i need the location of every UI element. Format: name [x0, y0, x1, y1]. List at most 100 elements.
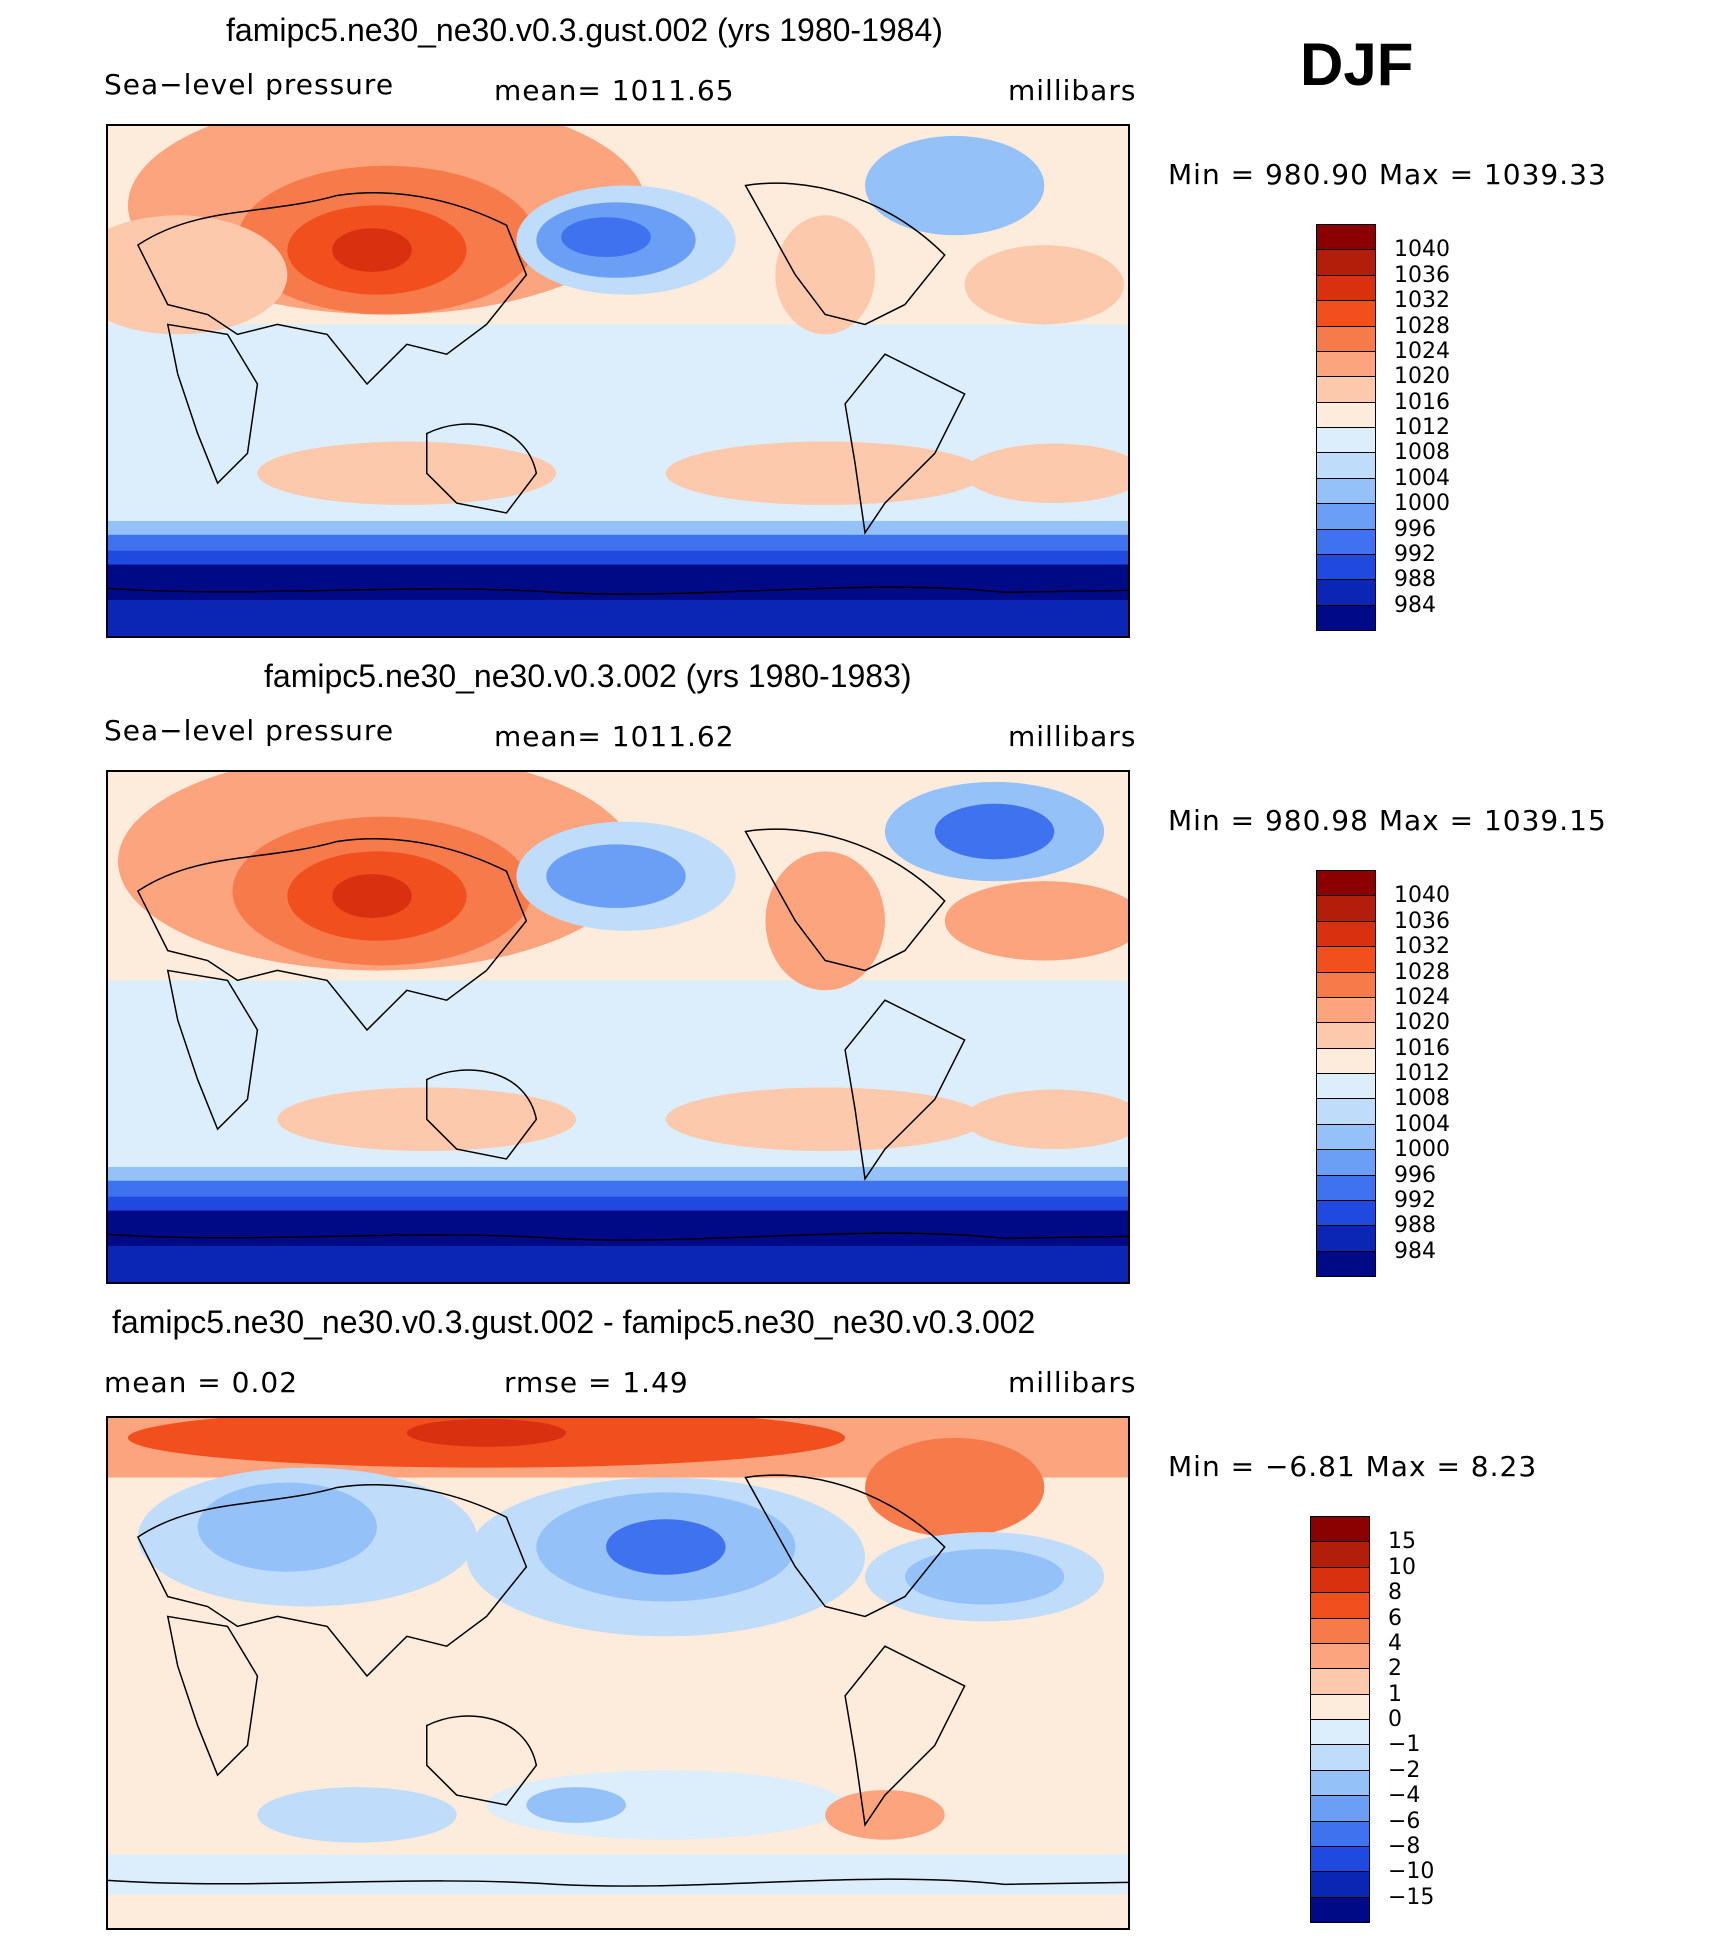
panel1-title: famipc5.ne30_ne30.v0.3.gust.002 (yrs 198…: [226, 12, 943, 48]
colorbar-label: 0: [1388, 1707, 1402, 1732]
colorbar-segment: [1316, 1199, 1376, 1226]
colorbar-1: 1040 1036 1032 1028 1024 1020 1016 1012 1008 1004…: [1316, 224, 1456, 631]
colorbar-label: 1036: [1394, 908, 1450, 934]
colorbar-segment: [1316, 224, 1376, 250]
colorbar-label: 984: [1394, 1238, 1436, 1264]
colorbar-label: 4: [1388, 1630, 1402, 1656]
colorbar-label: 6: [1388, 1605, 1402, 1631]
colorbar-segment: [1316, 325, 1376, 352]
colorbar-segment: [1316, 350, 1376, 377]
colorbar-segment: [1310, 1820, 1370, 1847]
colorbar-label: 1004: [1394, 465, 1450, 491]
colorbar-segment: [1316, 553, 1376, 580]
colorbar-label: 1020: [1394, 364, 1450, 390]
colorbar-label: −4: [1388, 1783, 1421, 1809]
panel1-mean: mean= 1011.65: [494, 74, 735, 107]
colorbar-label: 1012: [1394, 1061, 1450, 1086]
colorbar-label: 15: [1388, 1529, 1416, 1555]
colorbar-segment: [1310, 1566, 1370, 1593]
colorbar-segment: [1316, 477, 1376, 504]
colorbar-label: −6: [1388, 1808, 1421, 1834]
colorbar-segment: [1310, 1592, 1370, 1618]
panel2-variable: Sea−level pressure: [104, 714, 395, 747]
panel2-contour-map: [108, 772, 1128, 1282]
panel1-variable: Sea−level pressure: [104, 68, 395, 101]
colorbar-segment: [1310, 1769, 1370, 1796]
panel1-minmax: Min = 980.90 Max = 1039.33: [1168, 158, 1607, 191]
panel3-map: [106, 1416, 1130, 1930]
colorbar-segment: [1310, 1845, 1370, 1872]
panel1-map: [106, 124, 1130, 638]
colorbar-segment: [1316, 376, 1376, 403]
colorbar-label: 1032: [1394, 934, 1450, 960]
colorbar-label: 1024: [1394, 338, 1450, 364]
colorbar-segment: [1316, 604, 1376, 631]
colorbar-segment: [1310, 1642, 1370, 1669]
colorbar-label: 1024: [1394, 984, 1450, 1010]
colorbar-label: 1028: [1394, 313, 1450, 339]
colorbar-segment: [1316, 996, 1376, 1023]
colorbar-label: −15: [1388, 1884, 1435, 1910]
colorbar-label: 992: [1394, 1187, 1436, 1213]
colorbar-label: 1016: [1394, 1035, 1450, 1061]
panel3-minmax: Min = −6.81 Max = 8.23: [1168, 1450, 1538, 1483]
colorbar-segment: [1310, 1795, 1370, 1821]
colorbar-3: 15 10 8 6 4 2 1 0 −1 −2 −4 −6 −8 −10 −15: [1310, 1516, 1450, 1923]
colorbar-segment: [1316, 971, 1376, 998]
colorbar-segment: [1316, 274, 1376, 301]
colorbar-label: 1000: [1394, 491, 1450, 517]
colorbar-segment: [1316, 528, 1376, 555]
colorbar-segment: [1316, 452, 1376, 479]
colorbar-segment: [1310, 1871, 1370, 1898]
colorbar-segment: [1316, 870, 1376, 896]
colorbar-segment: [1316, 579, 1376, 606]
colorbar-label: 1008: [1394, 1086, 1450, 1112]
colorbar-label: −1: [1388, 1732, 1421, 1758]
panel2-minmax: Min = 980.98 Max = 1039.15: [1168, 804, 1607, 837]
colorbar-segment: [1316, 1225, 1376, 1252]
colorbar-label: 1040: [1394, 237, 1450, 263]
colorbar-segment: [1316, 1149, 1376, 1175]
colorbar-label: 2: [1388, 1656, 1402, 1682]
panel3-contour-map: [108, 1418, 1128, 1928]
colorbar-2: 1040 1036 1032 1028 1024 1020 1016 1012 1008 1004…: [1316, 870, 1456, 1277]
colorbar-segment: [1310, 1744, 1370, 1771]
colorbar-label: 1012: [1394, 415, 1450, 440]
colorbar-label: 984: [1394, 592, 1436, 618]
colorbar-segment: [1316, 1073, 1376, 1099]
colorbar-segment: [1316, 1123, 1376, 1150]
colorbar-label: 988: [1394, 567, 1436, 593]
colorbar-label: 1008: [1394, 440, 1450, 466]
colorbar-label: 996: [1394, 516, 1436, 542]
colorbar-segment: [1316, 249, 1376, 276]
colorbar-label: 1020: [1394, 1010, 1450, 1036]
colorbar-label: 8: [1388, 1580, 1402, 1606]
colorbar-label: 1016: [1394, 389, 1450, 415]
panel1-units: millibars: [1008, 74, 1137, 107]
colorbar-segment: [1316, 1250, 1376, 1277]
colorbar-label: 1036: [1394, 262, 1450, 288]
panel3-rmse: rmse = 1.49: [504, 1366, 689, 1399]
colorbar-segment: [1310, 1516, 1370, 1542]
colorbar-segment: [1316, 920, 1376, 947]
colorbar-segment: [1310, 1896, 1370, 1923]
colorbar-segment: [1316, 1047, 1376, 1074]
colorbar-segment: [1316, 401, 1376, 428]
panel3-units: millibars: [1008, 1366, 1137, 1399]
colorbar-label: 988: [1394, 1213, 1436, 1239]
colorbar-label: −10: [1388, 1859, 1435, 1885]
colorbar-label: 996: [1394, 1162, 1436, 1188]
colorbar-segment: [1310, 1668, 1370, 1695]
panel3-title: famipc5.ne30_ne30.v0.3.gust.002 - famipc…: [112, 1304, 1036, 1340]
colorbar-label: 1040: [1394, 883, 1450, 909]
colorbar-label: 1000: [1394, 1137, 1450, 1163]
panel2-map: [106, 770, 1130, 1284]
colorbar-segment: [1316, 427, 1376, 453]
colorbar-label: 1: [1388, 1681, 1402, 1707]
colorbar-label: 1028: [1394, 959, 1450, 985]
colorbar-label: 1004: [1394, 1111, 1450, 1137]
panel2-mean: mean= 1011.62: [494, 720, 735, 753]
colorbar-segment: [1316, 946, 1376, 972]
colorbar-segment: [1316, 1174, 1376, 1201]
colorbar-label: −2: [1388, 1757, 1421, 1783]
